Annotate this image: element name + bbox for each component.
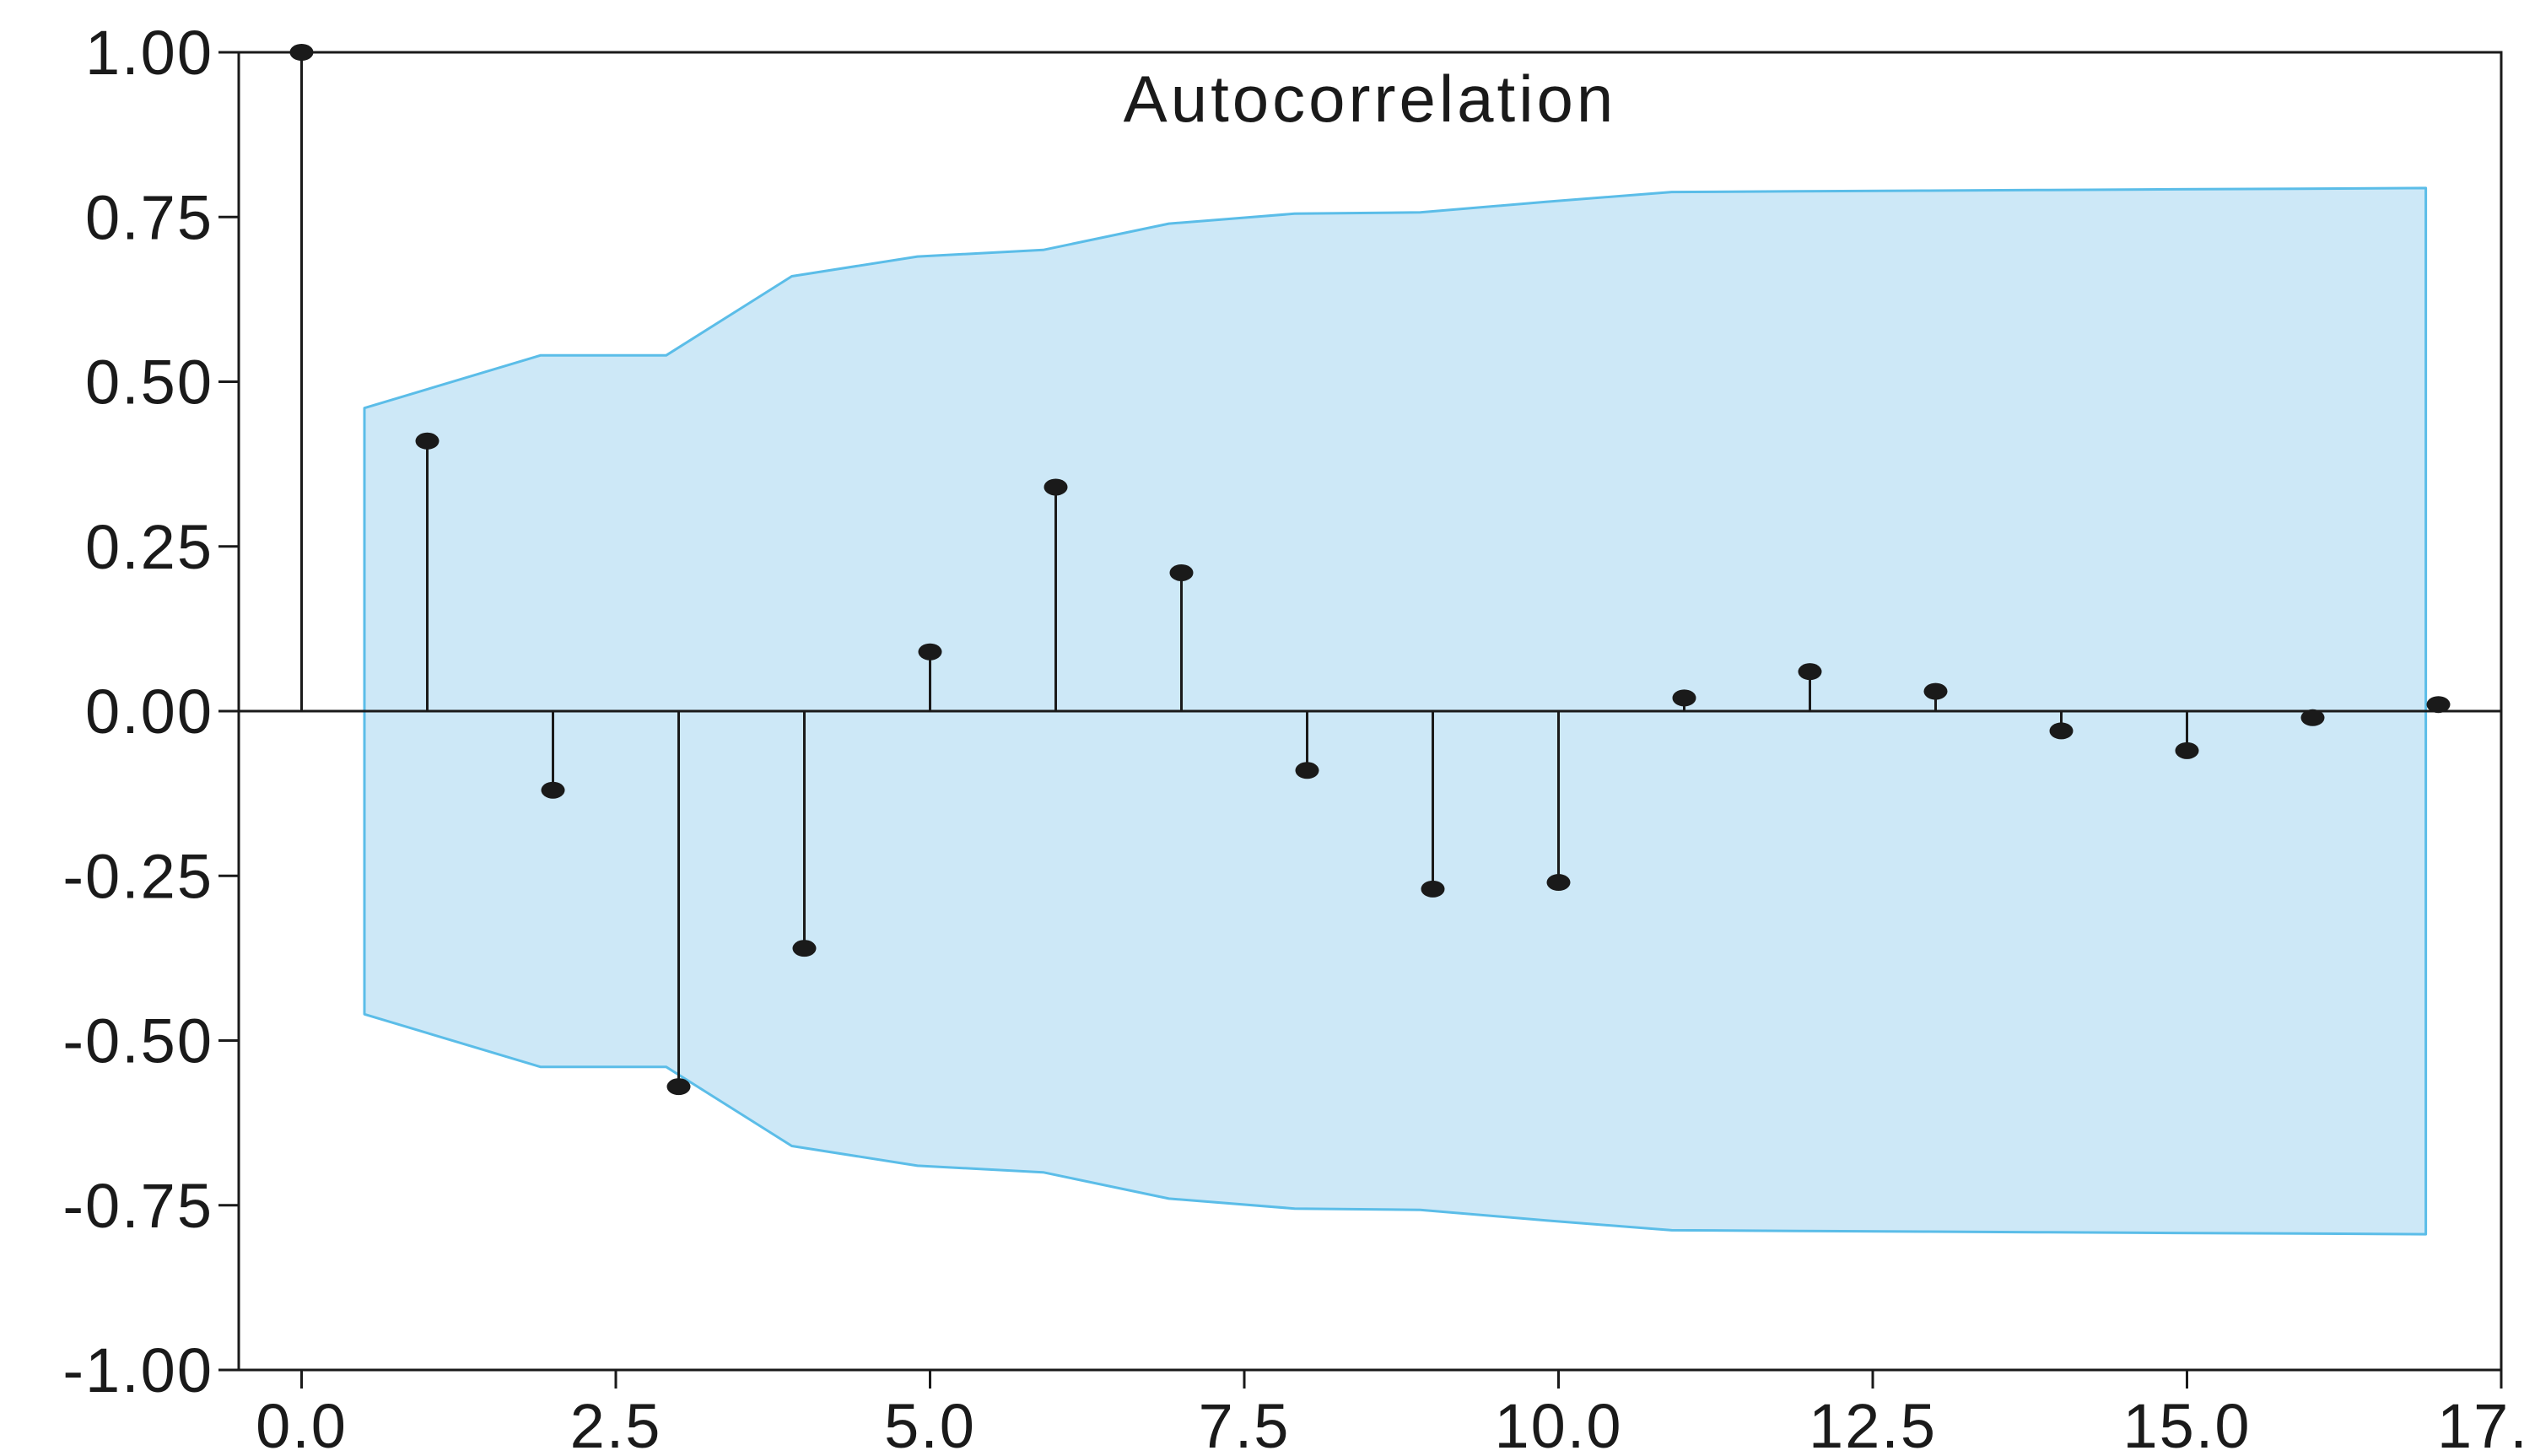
x-tick-label: 0.0 [256,1391,348,1456]
acf-marker [792,940,817,957]
x-tick-label: 17.5 [2437,1391,2524,1456]
acf-marker [1798,663,1822,681]
acf-marker [1546,874,1571,892]
y-tick-label: 0.50 [85,348,213,418]
acf-marker [1923,682,1948,700]
acf-marker [1672,689,1696,707]
x-tick-label: 2.5 [570,1391,662,1456]
x-tick-label: 10.0 [1494,1391,1622,1456]
y-tick-label: 0.75 [85,182,213,252]
y-tick-label: -0.75 [62,1171,213,1241]
acf-marker [2175,741,2199,759]
x-tick-label: 15.0 [2122,1391,2251,1456]
acf-marker [2426,696,2451,714]
acf-marker [1169,564,1194,581]
chart-title: Autocorrelation [1124,62,1617,136]
stems-layer [289,44,2451,1096]
labels-layer: 1.00 0.75 0.50 0.25 0.00 -0.25 -0.50 -0.75 -1.00… [62,18,2524,1456]
acf-marker [541,781,565,799]
acf-marker [2300,709,2325,726]
acf-marker [666,1078,691,1096]
acf-marker [2049,722,2074,740]
y-tick-label: 0.25 [85,512,213,582]
x-tick-label: 12.5 [1809,1391,1937,1456]
acf-marker [289,44,314,61]
y-tick-label: 1.00 [85,18,213,88]
y-tick-label: -0.25 [62,841,213,911]
x-tick-label: 5.0 [884,1391,976,1456]
axes-layer [218,51,2503,1389]
y-tick-label: 0.00 [85,677,213,747]
acf-marker [1044,478,1068,496]
x-tick-label: 7.5 [1199,1391,1291,1456]
acf-marker [415,432,440,450]
acf-marker [1295,762,1319,779]
y-tick-label: -0.50 [62,1006,213,1076]
acf-marker [1421,880,1445,898]
y-tick-label: -1.00 [62,1335,213,1405]
acf-marker [918,643,942,661]
